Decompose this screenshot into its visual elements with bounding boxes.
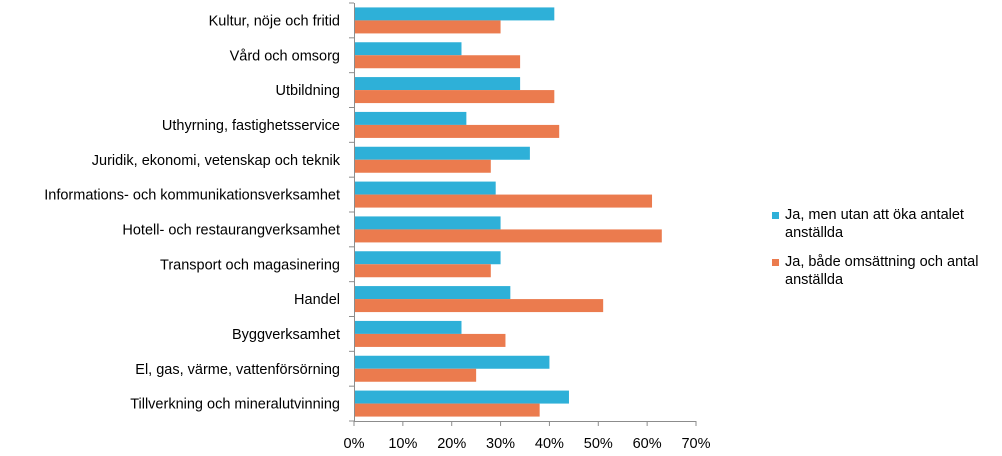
tick-labels: 0% 10% 20% 30% 40% 50% 60% 70% xyxy=(344,436,711,452)
legend-item-series-2: Ja, både omsättning och antal anställda xyxy=(772,253,997,289)
category-label-2: Vård och omsorg xyxy=(230,48,340,64)
category-label-5: Juridik, ekonomi, vetenskap och teknik xyxy=(92,153,341,169)
legend-label-series-1: Ja, men utan att öka antalet anställda xyxy=(785,207,964,241)
bar-series-1-cat-7 xyxy=(354,216,501,230)
x-tick-label-7: 70% xyxy=(681,436,710,452)
bar-series-2-cat-11 xyxy=(354,368,477,382)
x-tick-label-6: 60% xyxy=(633,436,662,452)
bars-layer xyxy=(354,7,662,417)
category-label-12: Tillverkning och mineralutvinning xyxy=(130,397,340,413)
bar-series-1-cat-9 xyxy=(354,286,511,300)
bar-series-2-cat-10 xyxy=(354,333,506,347)
bar-series-2-cat-3 xyxy=(354,90,555,104)
x-tick-label-0: 0% xyxy=(344,436,365,452)
category-label-1: Kultur, nöje och fritid xyxy=(209,13,340,29)
x-tick-label-4: 40% xyxy=(535,436,564,452)
bar-series-1-cat-6 xyxy=(354,181,496,195)
category-label-3: Utbildning xyxy=(276,83,341,99)
bar-series-2-cat-12 xyxy=(354,403,540,417)
x-tick-label-1: 10% xyxy=(388,436,417,452)
bar-series-1-cat-5 xyxy=(354,146,530,160)
x-tick-label-5: 50% xyxy=(584,436,613,452)
legend: Ja, men utan att öka antalet anställda J… xyxy=(772,206,997,300)
legend-swatch-series-1 xyxy=(772,212,779,219)
category-label-6: Informations- och kommunikationsverksamh… xyxy=(44,188,340,204)
bar-series-1-cat-3 xyxy=(354,77,521,91)
bar-series-2-cat-9 xyxy=(354,299,604,313)
bar-series-1-cat-11 xyxy=(354,355,550,369)
category-label-10: Byggverksamhet xyxy=(232,327,340,343)
bar-series-1-cat-2 xyxy=(354,42,462,56)
category-label-7: Hotell- och restaurangverksamhet xyxy=(122,222,340,238)
legend-item-series-1: Ja, men utan att öka antalet anställda xyxy=(772,206,997,242)
bar-series-2-cat-2 xyxy=(354,55,521,69)
bar-series-2-cat-8 xyxy=(354,264,491,278)
category-label-4: Uthyrning, fastighetsservice xyxy=(162,118,340,134)
bar-series-1-cat-10 xyxy=(354,320,462,334)
bar-series-2-cat-4 xyxy=(354,124,560,138)
x-tick-label-3: 30% xyxy=(486,436,515,452)
category-label-8: Transport och magasinering xyxy=(160,257,340,273)
bar-series-1-cat-4 xyxy=(354,111,467,125)
bar-series-2-cat-5 xyxy=(354,159,491,173)
category-label-9: Handel xyxy=(294,292,340,308)
bar-series-1-cat-8 xyxy=(354,251,501,265)
x-tick-label-2: 20% xyxy=(437,436,466,452)
bar-series-1-cat-12 xyxy=(354,390,569,404)
bar-series-2-cat-6 xyxy=(354,194,653,208)
category-label-11: El, gas, värme, vattenförsörning xyxy=(135,362,340,378)
bar-series-1-cat-1 xyxy=(354,7,555,21)
bar-series-2-cat-1 xyxy=(354,20,501,34)
category-labels: Kultur, nöje och fritid Vård och omsorg Ut… xyxy=(44,13,341,412)
legend-swatch-series-2 xyxy=(772,259,779,266)
bar-series-2-cat-7 xyxy=(354,229,662,243)
legend-label-series-2: Ja, både omsättning och antal anställda xyxy=(785,254,979,288)
axis-layer xyxy=(349,2,697,426)
